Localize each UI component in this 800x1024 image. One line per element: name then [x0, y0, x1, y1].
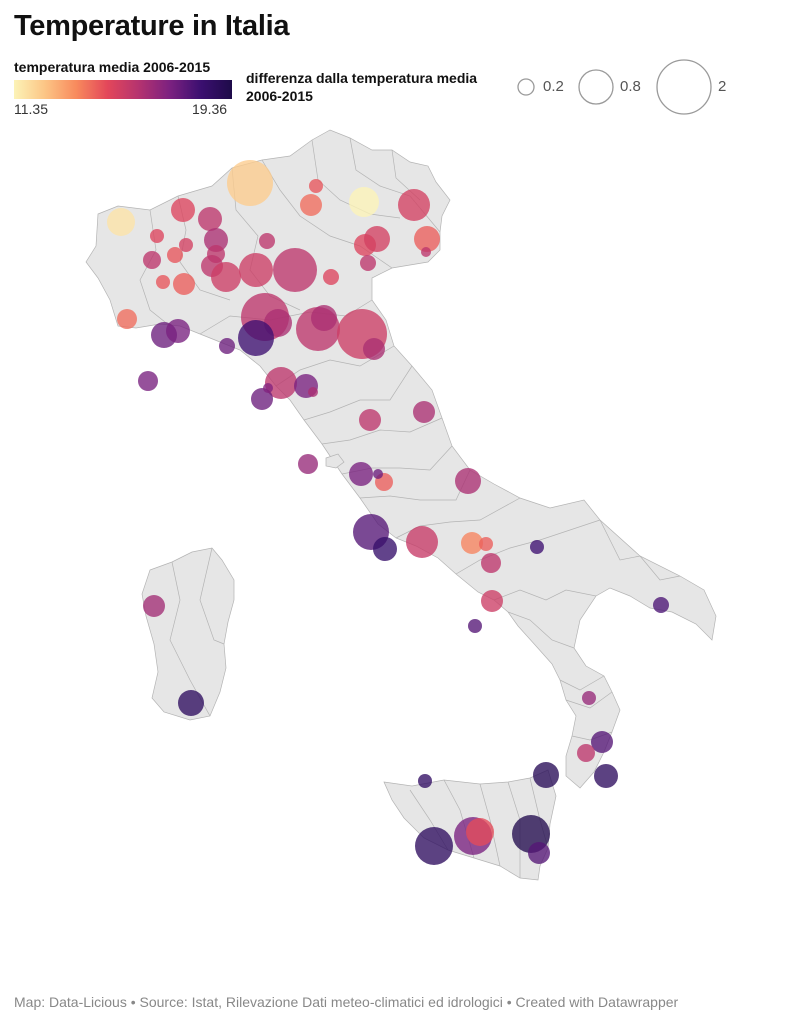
city-bubble[interactable] — [178, 690, 204, 716]
city-bubble[interactable] — [143, 251, 161, 269]
city-bubble[interactable] — [173, 273, 195, 295]
city-bubble[interactable] — [461, 532, 483, 554]
city-bubble[interactable] — [349, 187, 379, 217]
city-bubble[interactable] — [171, 198, 195, 222]
city-bubble[interactable] — [323, 269, 339, 285]
city-bubble[interactable] — [211, 262, 241, 292]
city-bubble[interactable] — [263, 383, 273, 393]
color-legend-max: 19.36 — [192, 101, 228, 117]
city-bubble[interactable] — [166, 319, 190, 343]
size-legend-circle-medium — [578, 69, 614, 105]
size-legend-circle-small — [517, 78, 535, 96]
city-bubble[interactable] — [219, 338, 235, 354]
city-bubble[interactable] — [406, 526, 438, 558]
city-bubble[interactable] — [481, 553, 501, 573]
city-bubble[interactable] — [298, 454, 318, 474]
city-bubble[interactable] — [577, 744, 595, 762]
city-bubble[interactable] — [653, 597, 669, 613]
city-bubble[interactable] — [533, 762, 559, 788]
city-bubble[interactable] — [481, 590, 503, 612]
city-bubble[interactable] — [259, 233, 275, 249]
city-bubble[interactable] — [591, 731, 613, 753]
city-bubble[interactable] — [466, 818, 494, 846]
map-footer: Map: Data-Licious • Source: Istat, Rilev… — [14, 994, 679, 1010]
city-bubble[interactable] — [156, 275, 170, 289]
city-bubble[interactable] — [238, 320, 274, 356]
city-bubble[interactable] — [530, 540, 544, 554]
city-bubble[interactable] — [198, 207, 222, 231]
city-bubble[interactable] — [227, 160, 273, 206]
size-legend-label-large: 2 — [718, 78, 727, 95]
city-bubble[interactable] — [479, 537, 493, 551]
city-bubble[interactable] — [455, 468, 481, 494]
city-bubble[interactable] — [582, 691, 596, 705]
size-legend-label-medium: 0.8 — [620, 78, 641, 95]
city-bubble[interactable] — [468, 619, 482, 633]
city-bubble[interactable] — [265, 367, 297, 399]
color-legend-gradient — [14, 80, 232, 99]
city-bubble[interactable] — [311, 305, 337, 331]
city-bubble[interactable] — [594, 764, 618, 788]
city-bubble[interactable] — [117, 309, 137, 329]
city-bubble[interactable] — [349, 462, 373, 486]
size-legend-title: differenza dalla temperatura media 2006-… — [246, 70, 478, 104]
elba-island — [325, 453, 345, 469]
italy-map — [85, 129, 717, 881]
city-bubble[interactable] — [204, 228, 228, 252]
city-bubble[interactable] — [415, 827, 453, 865]
temperature-bubbles — [107, 160, 669, 865]
city-bubble[interactable] — [107, 208, 135, 236]
map-title: Temperature in Italia — [14, 10, 290, 42]
size-legend-label-small: 0.2 — [543, 78, 564, 95]
city-bubble[interactable] — [359, 409, 381, 431]
city-bubble[interactable] — [251, 388, 273, 410]
city-bubble[interactable] — [143, 595, 165, 617]
city-bubble[interactable] — [398, 189, 430, 221]
city-bubble[interactable] — [373, 537, 397, 561]
city-bubble[interactable] — [421, 247, 431, 257]
size-legend-circle-large — [656, 59, 712, 115]
city-bubble[interactable] — [273, 248, 317, 292]
city-bubble[interactable] — [528, 842, 550, 864]
city-bubble[interactable] — [308, 387, 318, 397]
city-bubble[interactable] — [138, 371, 158, 391]
city-bubble[interactable] — [167, 247, 183, 263]
city-bubble[interactable] — [413, 401, 435, 423]
sardinia — [141, 547, 235, 721]
city-bubble[interactable] — [309, 179, 323, 193]
city-bubble[interactable] — [300, 194, 322, 216]
city-bubble[interactable] — [373, 469, 383, 479]
city-bubble[interactable] — [150, 229, 164, 243]
city-bubble[interactable] — [418, 774, 432, 788]
city-bubble[interactable] — [239, 253, 273, 287]
size-legend: 0.2 0.8 2 — [510, 56, 750, 120]
city-bubble[interactable] — [179, 238, 193, 252]
city-bubble[interactable] — [414, 226, 440, 252]
color-legend-title: temperatura media 2006-2015 — [14, 59, 211, 75]
city-bubble[interactable] — [364, 226, 390, 252]
color-legend-min: 11.35 — [14, 101, 48, 117]
city-bubble[interactable] — [360, 255, 376, 271]
city-bubble[interactable] — [363, 338, 385, 360]
